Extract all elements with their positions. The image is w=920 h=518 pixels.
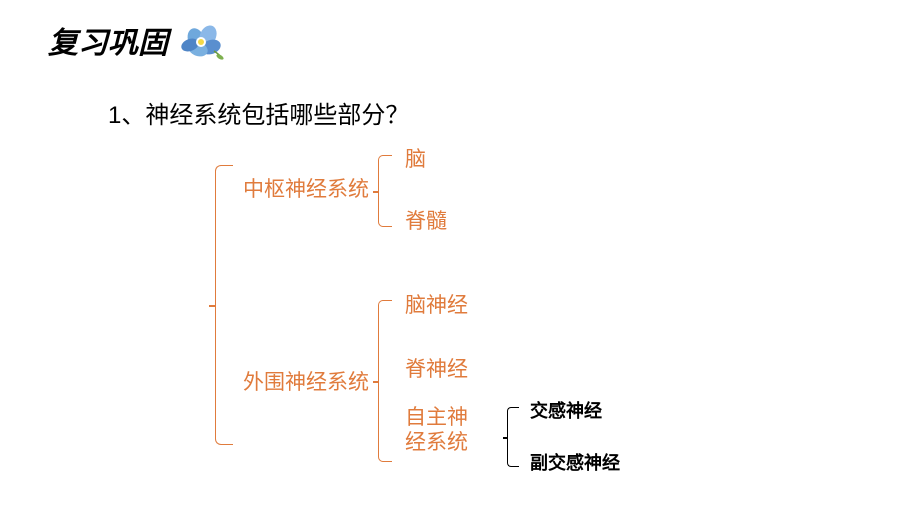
heading-text: 复习巩固 bbox=[48, 18, 168, 62]
node-sympathetic: 交感神经 bbox=[530, 401, 602, 423]
node-brain: 脑 bbox=[405, 147, 426, 172]
brace-cns bbox=[378, 155, 392, 227]
node-spinal: 脊神经 bbox=[405, 357, 468, 382]
brace-root bbox=[215, 165, 233, 445]
heading-row: 复习巩固 bbox=[48, 18, 226, 62]
tree-diagram: 中枢神经系统 脑 脊髓 外围神经系统 脑神经 脊神经 自主神 经系统 交感神经 … bbox=[175, 155, 875, 495]
question-text: 1、神经系统包括哪些部分？ bbox=[108, 95, 409, 130]
node-cranial: 脑神经 bbox=[405, 293, 468, 318]
node-autonomic: 自主神 经系统 bbox=[405, 405, 468, 455]
node-parasympathetic: 副交感神经 bbox=[530, 453, 620, 475]
node-pns: 外围神经系统 bbox=[243, 370, 369, 395]
node-spinal-cord: 脊髓 bbox=[405, 209, 447, 234]
brace-ans bbox=[507, 407, 519, 467]
node-cns: 中枢神经系统 bbox=[243, 177, 369, 202]
flower-icon bbox=[176, 19, 226, 61]
brace-pns bbox=[378, 300, 392, 462]
